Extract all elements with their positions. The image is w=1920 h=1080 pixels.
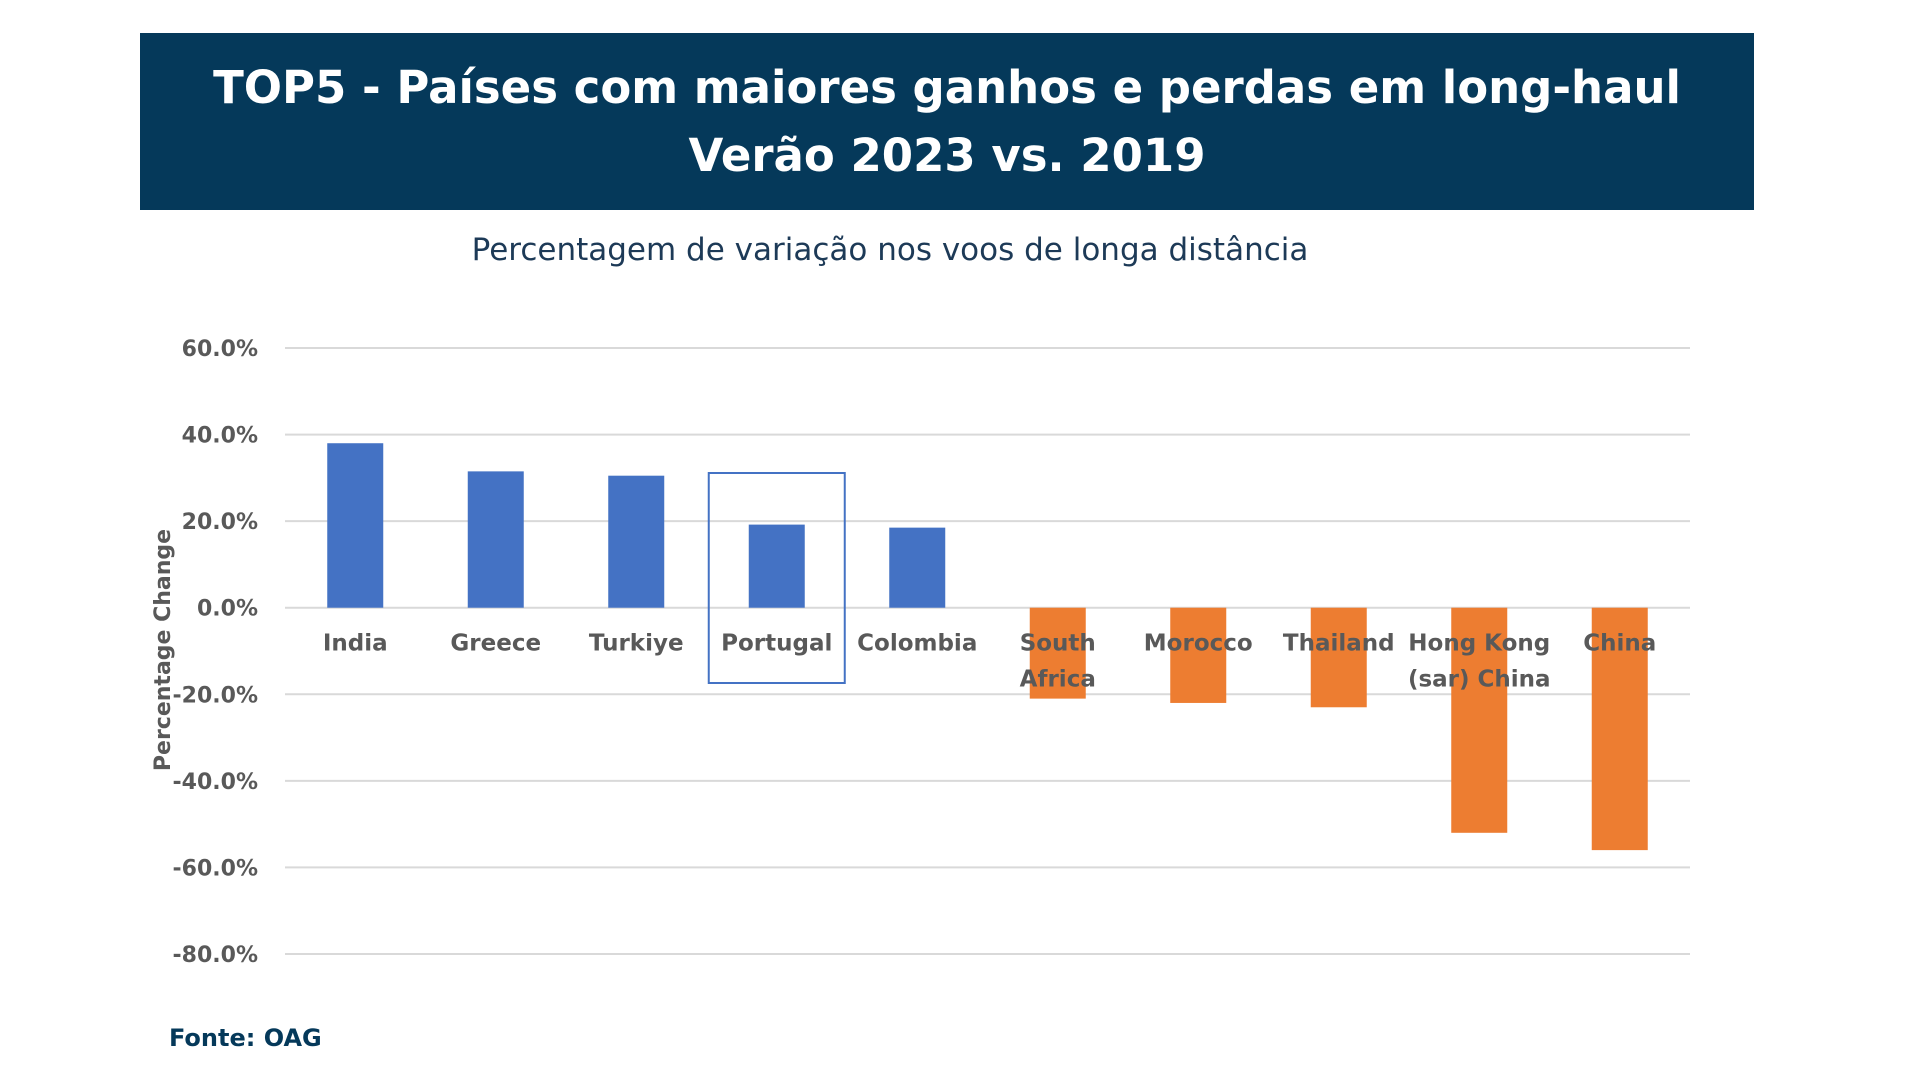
category-label: Portugal [721, 631, 832, 657]
y-tick-label: -80.0% [173, 943, 258, 968]
title-line-1: TOP5 - Países com maiores ganhos e perda… [213, 60, 1681, 114]
source-note: Fonte: OAG [169, 1024, 322, 1052]
category-label: Hong Kong [1408, 631, 1550, 657]
y-tick-label: 0.0% [197, 597, 258, 622]
bar [748, 524, 805, 608]
bar [1170, 607, 1227, 703]
category-label: Turkiye [589, 631, 684, 657]
y-axis-title: Percentage Change [151, 529, 176, 771]
bar [1310, 607, 1367, 708]
category-label: India [323, 631, 388, 657]
category-label: Africa [1020, 667, 1096, 693]
bar [608, 475, 665, 608]
y-tick-label: 60.0% [182, 337, 258, 362]
y-tick-label: -60.0% [173, 856, 258, 881]
y-tick-label: 20.0% [182, 510, 258, 535]
category-label: Morocco [1144, 631, 1253, 657]
y-tick-label: -40.0% [173, 770, 258, 795]
bar [1029, 607, 1086, 699]
bar [889, 527, 946, 608]
highlight-box [707, 472, 846, 684]
title-line-2: Verão 2023 vs. 2019 [688, 128, 1206, 182]
category-label: China [1583, 631, 1656, 657]
title-banner: TOP5 - Países com maiores ganhos e perda… [140, 33, 1754, 210]
bar [1591, 607, 1648, 851]
category-label: Greece [450, 631, 541, 657]
bar [1451, 607, 1508, 833]
chart-subtitle: Percentagem de variação nos voos de long… [471, 232, 1309, 268]
bar [327, 443, 384, 608]
y-tick-label: -20.0% [173, 683, 258, 708]
category-label: South [1020, 631, 1096, 657]
bar [467, 471, 524, 608]
category-label: (sar) China [1408, 667, 1551, 693]
y-tick-label: 40.0% [182, 424, 258, 449]
category-label: Colombia [857, 631, 977, 657]
category-label: Thailand [1283, 631, 1395, 657]
